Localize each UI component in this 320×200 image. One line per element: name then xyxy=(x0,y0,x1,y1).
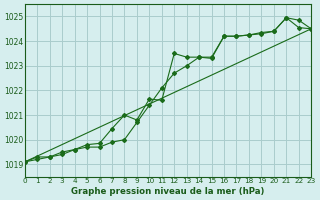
X-axis label: Graphe pression niveau de la mer (hPa): Graphe pression niveau de la mer (hPa) xyxy=(71,187,265,196)
